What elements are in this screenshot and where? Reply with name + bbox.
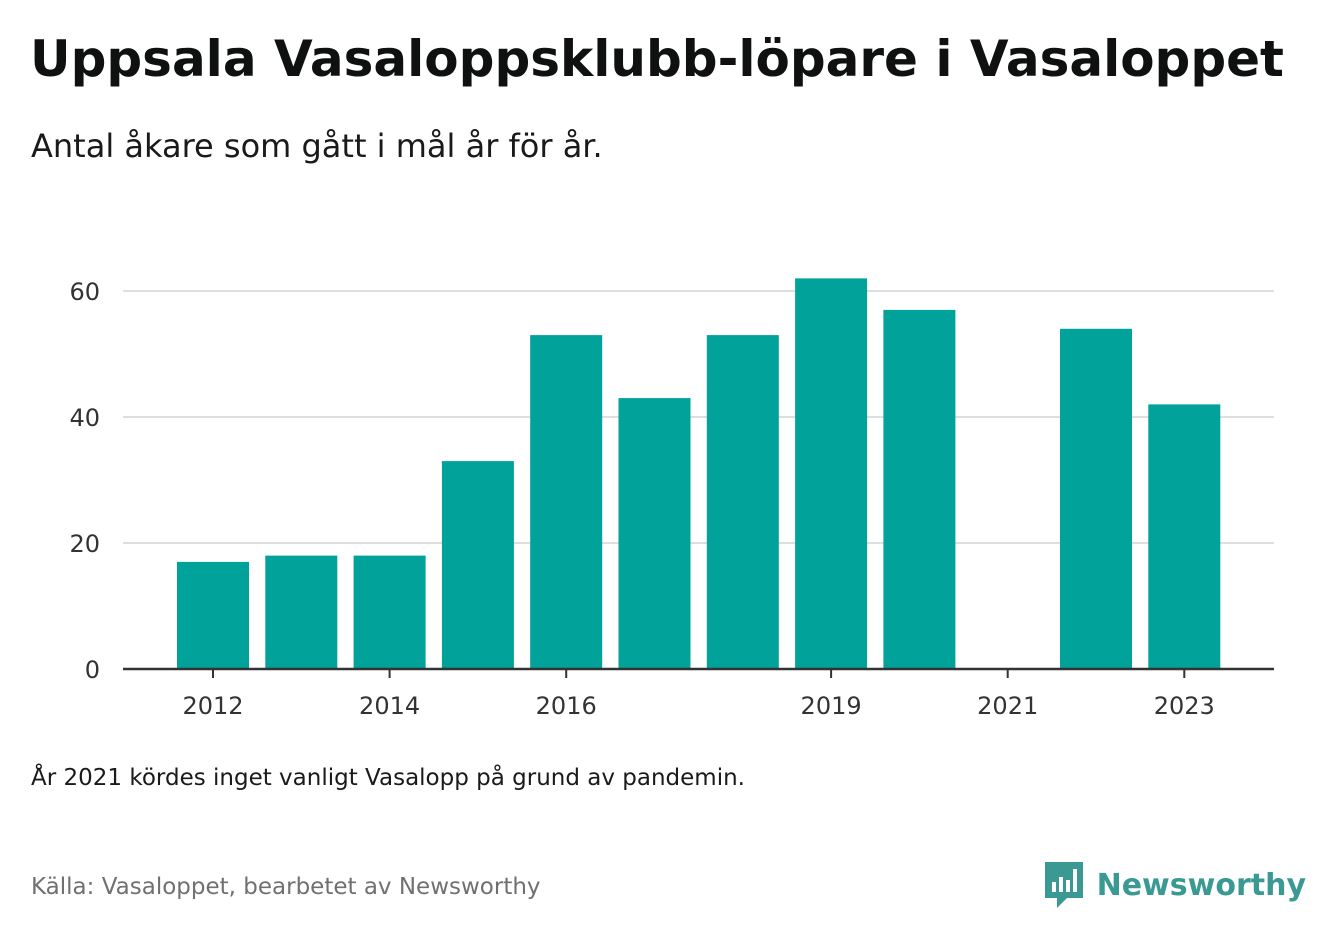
- chart-subtitle: Antal åkare som gått i mål år för år.: [31, 127, 603, 165]
- x-tick-label: 2014: [359, 692, 420, 720]
- bar-2023: [1148, 404, 1221, 669]
- bar-2014: [353, 555, 426, 669]
- x-tick-label: 2023: [1154, 692, 1215, 720]
- source-credit: Källa: Vasaloppet, bearbetet av Newswort…: [31, 874, 541, 900]
- bar-2015: [441, 461, 514, 669]
- bar-2017: [618, 398, 691, 669]
- newsworthy-logo-icon: [1044, 862, 1083, 908]
- bar-2012: [177, 561, 249, 669]
- bar-chart: 0 20 40 60 2012 2014 2016 2019 2021 2023: [69, 278, 1274, 720]
- x-tick-label: 2012: [182, 692, 243, 720]
- bar-2020: [883, 309, 956, 669]
- x-tick-label: 2016: [536, 692, 597, 720]
- bars: [177, 278, 1221, 669]
- chart-note: År 2021 kördes inget vanligt Vasalopp på…: [31, 765, 745, 791]
- bar-2019: [795, 278, 868, 669]
- bar-2018: [706, 335, 779, 669]
- x-tick-label: 2019: [801, 692, 862, 720]
- y-tick-label: 40: [69, 404, 100, 432]
- bar-2016: [530, 335, 603, 669]
- brand-name: Newsworthy: [1096, 867, 1306, 903]
- bar-2022: [1060, 328, 1132, 669]
- bar-2013: [265, 555, 338, 669]
- y-tick-label: 20: [69, 530, 100, 558]
- x-tick-label: 2021: [977, 692, 1038, 720]
- chart-title: Uppsala Vasaloppsklubb-löpare i Vasalopp…: [30, 30, 1284, 88]
- brand-logo: Newsworthy: [1043, 860, 1306, 910]
- axes: 0 20 40 60 2012 2014 2016 2019 2021 2023: [69, 278, 1274, 720]
- y-tick-label: 60: [69, 278, 100, 306]
- y-tick-label: 0: [85, 656, 100, 684]
